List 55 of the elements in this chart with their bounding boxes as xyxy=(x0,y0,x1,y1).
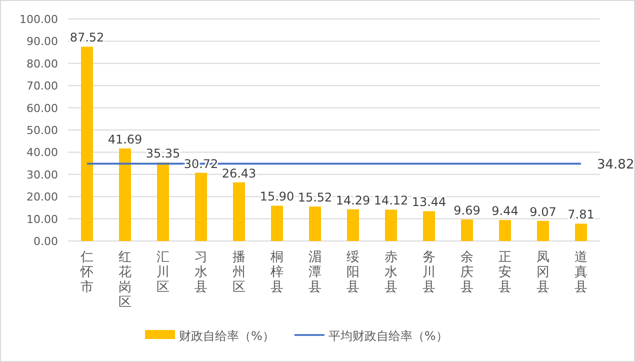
legend-label: 财政自给率（%） xyxy=(179,329,274,343)
y-tick-label: 90.00 xyxy=(26,35,58,48)
x-tick-label: 余庆县 xyxy=(460,250,474,295)
data-label: 14.12 xyxy=(374,194,408,208)
x-tick-label: 习水县 xyxy=(194,250,208,295)
x-tick-label: 绥阳县 xyxy=(346,250,360,295)
bar xyxy=(81,46,93,241)
y-tick-label: 80.00 xyxy=(26,57,58,70)
bar xyxy=(309,206,321,241)
bar xyxy=(575,224,587,241)
x-tick-label: 播州区 xyxy=(232,250,246,295)
data-label: 15.52 xyxy=(298,190,332,205)
data-label: 15.90 xyxy=(260,190,294,204)
x-tick-label: 务川县 xyxy=(422,250,436,295)
y-tick-label: 60.00 xyxy=(26,102,58,115)
bar xyxy=(195,172,207,241)
legend-label: 平均财政自给率（%） xyxy=(328,329,448,343)
data-label: 26.43 xyxy=(222,166,256,180)
y-tick-label: 70.00 xyxy=(26,80,58,93)
data-label: 87.52 xyxy=(70,30,104,45)
y-tick-label: 40.00 xyxy=(26,146,58,160)
bar xyxy=(385,210,397,241)
data-label: 9.69 xyxy=(454,203,480,218)
bar xyxy=(461,219,473,241)
data-label: 13.44 xyxy=(412,195,446,210)
x-tick-label: 湄潭县 xyxy=(308,250,322,295)
bar xyxy=(271,206,283,241)
x-tick-label: 红花岗区 xyxy=(118,250,132,310)
data-label: 9.07 xyxy=(530,204,556,219)
bar xyxy=(423,211,435,241)
y-tick-label: 0.00 xyxy=(34,235,58,248)
y-tick-label: 30.00 xyxy=(26,168,58,182)
x-tick-label: 赤水县 xyxy=(384,250,398,295)
y-tick-label: 20.00 xyxy=(26,190,58,204)
y-tick-label: 100.00 xyxy=(20,13,58,26)
y-tick-label: 50.00 xyxy=(26,124,58,137)
x-tick-label: 凤冈县 xyxy=(536,250,550,295)
x-tick-label: 仁怀市 xyxy=(80,250,94,295)
x-tick-label: 汇川区 xyxy=(156,250,170,295)
data-label: 9.44 xyxy=(492,204,518,218)
y-tick-label: 10.00 xyxy=(26,212,58,226)
data-label: 7.81 xyxy=(568,208,594,222)
bar xyxy=(119,148,131,241)
data-label: 41.69 xyxy=(108,132,142,146)
x-tick-label: 桐梓县 xyxy=(270,250,284,295)
x-tick-label: 道真县 xyxy=(574,250,588,295)
data-label: 34.82 xyxy=(597,158,634,173)
bar xyxy=(347,209,359,241)
bar xyxy=(157,162,169,241)
bar xyxy=(537,220,549,241)
data-label: 14.29 xyxy=(336,193,370,208)
bar xyxy=(233,182,245,241)
data-label: 35.35 xyxy=(146,146,180,161)
x-tick-label: 正安县 xyxy=(498,250,512,295)
bar xyxy=(499,220,511,241)
